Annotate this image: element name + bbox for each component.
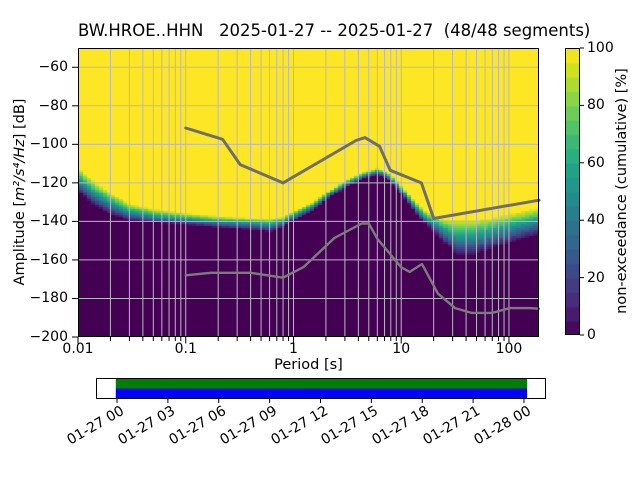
y-tick-label: −160 [29,251,68,268]
y-tick-label: −140 [29,213,68,230]
timeline-tick-label: 01-27 06 [166,403,229,449]
y-axis-label-units: m²/s⁴/Hz [12,139,28,201]
timeline-tick-label: 01-27 15 [318,403,382,449]
timeline-coverage-bar [115,388,528,398]
colorbar-tick-label: 60 [587,154,605,171]
timeline-tick-label: 01-27 09 [217,403,280,449]
timeline-tick-label: 01-27 03 [115,403,178,449]
chart-title: BW.HROE..HHN 2025-01-27 -- 2025-01-27 (4… [78,21,591,40]
timeline-segments-bar [115,379,528,389]
x-tick-label: 0.1 [174,341,197,357]
colorbar-tick-label: 20 [587,269,605,286]
timeline-tick-label: 01-27 00 [64,403,128,449]
timeline-tick-label: 01-27 12 [267,403,331,449]
y-tick-label: −120 [29,174,68,191]
colorbar-tick-label: 100 [587,40,614,56]
x-tick-label: 1 [289,341,298,357]
y-tick-label: −60 [38,59,68,76]
x-tick-label: 0.01 [62,341,94,357]
colorbar-tick-label: 80 [587,97,605,114]
timeline-tick-label: 01-27 18 [369,403,433,449]
colorbar-tick-label: 0 [587,327,596,343]
y-axis-label-suffix: ] [dB] [12,98,28,140]
x-tick-label: 10 [392,341,411,357]
timeline-box [96,378,546,399]
x-axis-label: Period [s] [274,357,343,373]
timeline-tick-label: 01-27 21 [420,403,484,449]
colorbar-label: non-exceedance (cumulative) [%] [614,68,630,314]
colorbar-canvas [565,48,580,335]
y-tick-label: −200 [29,329,68,345]
y-tick-label: −180 [29,290,68,307]
y-axis-label: Amplitude [m²/s⁴/Hz] [dB] [12,99,28,286]
x-tick-label: 100 [495,341,523,357]
timeline-tick-label: 01-28 00 [471,403,534,449]
y-axis-label-prefix: Amplitude [ [12,200,28,286]
ppsd-heatmap-canvas [78,48,539,337]
y-tick-label: −100 [29,136,68,153]
y-tick-label: −80 [38,97,68,114]
colorbar-tick-label: 40 [587,212,605,229]
